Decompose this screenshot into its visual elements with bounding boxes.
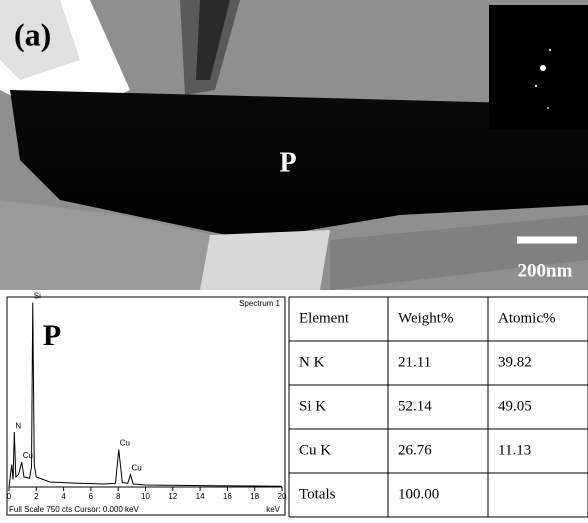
table-cell: 49.05 — [498, 398, 532, 414]
peak-label: Si — [34, 292, 41, 301]
table-cell: 21.11 — [398, 354, 431, 370]
x-tick-label: 14 — [196, 492, 205, 501]
table-cell: 39.82 — [498, 354, 532, 370]
table-cell: N K — [299, 354, 325, 370]
peak-label: N — [15, 421, 21, 430]
spectrum-sample-label: P — [43, 319, 61, 352]
peak-label: Cu — [131, 464, 141, 473]
table-header: Element — [299, 310, 350, 326]
table-cell: Si K — [299, 398, 326, 414]
x-tick-label: 18 — [250, 492, 259, 501]
x-tick-label: 10 — [141, 492, 150, 501]
table-cell: Totals — [299, 486, 336, 502]
table-cell: 11.13 — [498, 442, 531, 458]
composition-table: Element Weight% Atomic% N K 21.11 39.82 Si K 52… — [289, 297, 588, 517]
spectrum-title: Spectrum 1 — [239, 299, 280, 308]
x-tick-label: 4 — [61, 492, 66, 501]
x-tick-label: 12 — [168, 492, 177, 501]
table-cell: 52.14 — [398, 398, 432, 414]
peak-label: Cu — [23, 451, 33, 460]
figure: (a) P 200nm Spectrum 1 keV Full Scale 75… — [0, 0, 588, 518]
x-tick-label: 16 — [223, 492, 232, 501]
x-tick-label: 2 — [34, 492, 39, 501]
table-cell: 26.76 — [398, 442, 432, 458]
peak-label: Cu — [120, 439, 130, 448]
x-tick-label: 0 — [7, 492, 12, 501]
x-tick-label: 20 — [278, 492, 287, 501]
table-cell: Cu K — [299, 442, 331, 458]
x-axis-label: keV — [266, 505, 280, 514]
panel-label: (a) — [14, 16, 51, 52]
spectrum-footer: Full Scale 750 cts Cursor: 0.000 keV — [9, 505, 140, 514]
spectrum-panel: Spectrum 1 keV Full Scale 750 cts Cursor… — [7, 297, 285, 515]
table-cell: 100.00 — [398, 486, 439, 502]
tem-image: (a) P 200nm — [0, 0, 588, 290]
table-header: Weight% — [398, 310, 453, 326]
scale-bar-label: 200nm — [518, 260, 573, 281]
image-label: P — [279, 147, 296, 178]
table-header: Atomic% — [498, 310, 556, 326]
x-tick-label: 8 — [116, 492, 121, 501]
x-tick-label: 6 — [89, 492, 94, 501]
